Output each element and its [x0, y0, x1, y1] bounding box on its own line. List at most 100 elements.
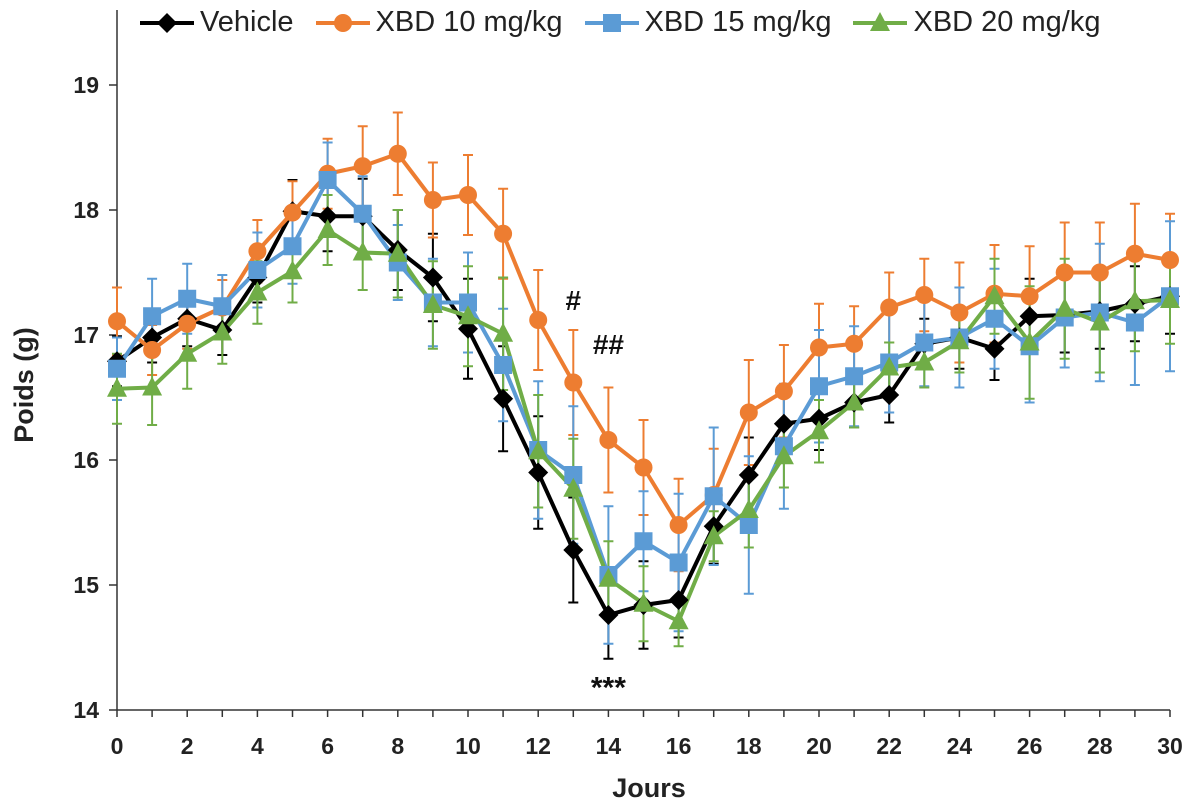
data-point [282, 260, 303, 280]
data-point [1125, 244, 1144, 263]
data-point [1055, 263, 1074, 282]
legend-item: XBD 10 mg/kg [315, 6, 563, 39]
x-tick-label: 24 [947, 733, 973, 759]
data-point [528, 440, 549, 460]
data-point [142, 376, 163, 396]
data-point [739, 403, 758, 422]
data-point [598, 567, 619, 587]
x-tick-label: 18 [736, 733, 762, 759]
data-point [387, 242, 408, 262]
data-point [669, 516, 688, 534]
x-axis-label: Jours [612, 773, 686, 802]
data-point [633, 592, 654, 612]
data-point [494, 224, 513, 243]
data-point [213, 297, 232, 316]
y-tick-label: 15 [73, 572, 99, 598]
data-point [599, 431, 618, 449]
data-point [1124, 290, 1145, 310]
data-point [563, 540, 584, 560]
legend-swatch [315, 13, 370, 32]
data-point [247, 281, 268, 301]
data-point [177, 342, 198, 362]
legend-label: Vehicle [200, 6, 294, 38]
data-point [703, 525, 724, 545]
y-tick-label: 16 [73, 447, 99, 473]
data-point [870, 11, 891, 31]
data-point [422, 267, 443, 288]
x-tick-label: 22 [876, 733, 902, 759]
data-point [422, 294, 443, 313]
data-point [773, 445, 794, 465]
data-point [353, 204, 372, 223]
data-point [809, 408, 829, 429]
legend-item: XBD 15 mg/kg [584, 6, 832, 39]
data-point [1089, 311, 1110, 331]
x-tick-label: 2 [181, 733, 194, 759]
data-point [459, 186, 477, 204]
data-point [774, 382, 793, 401]
data-point [879, 385, 900, 405]
data-point [914, 351, 935, 371]
x-tick-label: 30 [1157, 733, 1183, 759]
data-point [564, 373, 583, 392]
data-point [107, 377, 127, 397]
data-point [773, 413, 794, 434]
data-point [494, 356, 513, 374]
data-point [423, 191, 442, 209]
data-point [493, 322, 514, 342]
data-point [1161, 251, 1179, 269]
x-tick-label: 4 [251, 733, 264, 759]
data-point [810, 338, 828, 357]
data-point [108, 312, 126, 331]
data-point [248, 242, 267, 261]
legend-label: XBD 10 mg/kg [375, 6, 563, 38]
y-tick-label: 19 [73, 72, 99, 98]
data-point [738, 499, 759, 518]
data-point [1125, 313, 1144, 332]
data-point [810, 377, 828, 396]
data-point [178, 314, 197, 333]
data-point [283, 237, 302, 256]
legend-item: XBD 20 mg/kg [853, 6, 1100, 39]
data-point [529, 311, 548, 329]
data-point [809, 420, 829, 440]
data-point [493, 388, 514, 409]
y-tick-label: 18 [73, 197, 99, 223]
annotation: # [566, 285, 582, 316]
data-point [704, 487, 723, 506]
data-point [879, 356, 900, 376]
data-point [949, 330, 970, 350]
data-point [668, 590, 689, 610]
error-bars [112, 111, 1175, 660]
data-point [318, 171, 337, 189]
data-point [458, 305, 478, 325]
data-point [1020, 287, 1039, 306]
legend-label: XBD 15 mg/kg [644, 6, 832, 38]
data-point [283, 203, 302, 222]
x-tick-label: 20 [806, 733, 832, 759]
data-point [1090, 263, 1109, 282]
data-point [142, 327, 163, 348]
data-point [634, 458, 653, 477]
data-point [915, 286, 934, 304]
y-axis-label: Poids (g) [9, 327, 39, 443]
data-point [352, 241, 373, 261]
data-point [739, 516, 758, 534]
data-point [669, 553, 688, 572]
data-point [143, 307, 162, 326]
data-point [1019, 306, 1040, 327]
data-point [317, 219, 338, 238]
legend-item: Vehicle [140, 6, 294, 39]
data-point [738, 465, 759, 485]
data-point [984, 285, 1005, 305]
data-point [985, 309, 1004, 328]
data-point [984, 338, 1005, 359]
x-tick-label: 12 [525, 733, 551, 759]
data-point [1160, 289, 1180, 308]
x-tick-label: 6 [321, 733, 334, 759]
legend-swatch [853, 11, 908, 31]
data-point [668, 610, 689, 630]
y-tick-label: 14 [73, 697, 99, 723]
